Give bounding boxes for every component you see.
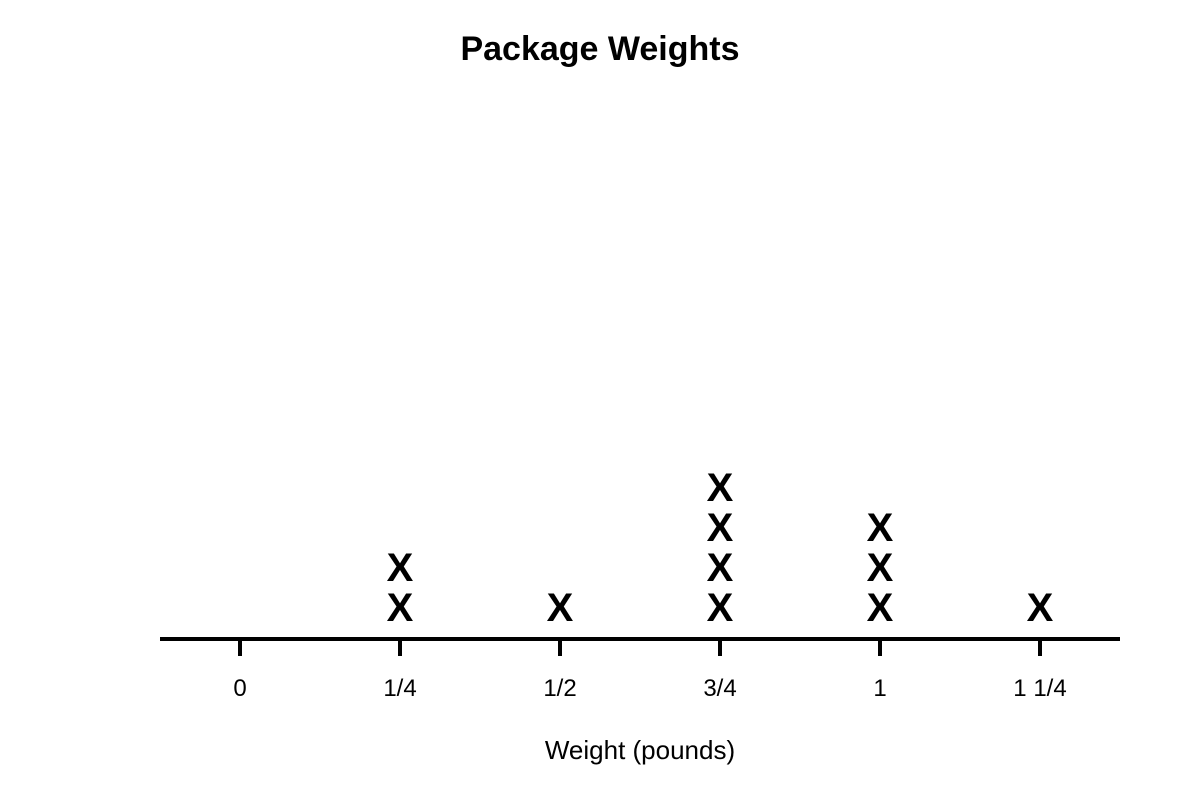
data-point-x-mark: X xyxy=(547,586,574,630)
tick-label: 1 1/4 xyxy=(1013,675,1066,702)
tick-label: 0 xyxy=(233,675,246,702)
tick-label: 3/4 xyxy=(703,675,736,702)
data-point-x-mark: X xyxy=(867,506,894,550)
data-point-x-mark: X xyxy=(707,466,734,510)
data-point-x-mark: X xyxy=(707,506,734,550)
tick-label: 1 xyxy=(873,675,886,702)
data-point-x-mark: X xyxy=(387,546,414,590)
chart-title: Package Weights xyxy=(460,30,739,68)
tick-label: 1/4 xyxy=(383,675,416,702)
data-point-x-mark: X xyxy=(867,546,894,590)
data-point-x-mark: X xyxy=(1027,586,1054,630)
tick-label: 1/2 xyxy=(543,675,576,702)
data-point-x-mark: X xyxy=(707,546,734,590)
x-axis-label: Weight (pounds) xyxy=(545,735,735,765)
data-point-x-mark: X xyxy=(707,586,734,630)
data-point-x-mark: X xyxy=(387,586,414,630)
axis-ticks: 0 1/4 1/2 3/4 1 1 1/4 xyxy=(233,639,1067,702)
data-point-x-mark: X xyxy=(867,586,894,630)
